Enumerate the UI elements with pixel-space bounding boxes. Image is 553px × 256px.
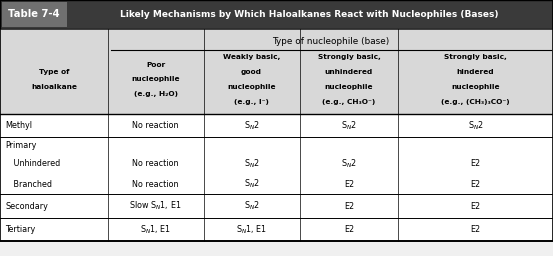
Text: Poor: Poor <box>146 61 165 68</box>
Text: No reaction: No reaction <box>132 159 179 168</box>
Text: Type of nucleophile (base): Type of nucleophile (base) <box>272 37 389 46</box>
Text: Type of: Type of <box>39 69 69 75</box>
Text: S$_N$2: S$_N$2 <box>341 157 357 170</box>
Text: E2: E2 <box>471 179 481 189</box>
Text: (e.g., I⁻): (e.g., I⁻) <box>234 99 269 105</box>
Text: Branched: Branched <box>6 179 51 189</box>
Text: Primary: Primary <box>6 141 37 150</box>
Text: E2: E2 <box>471 159 481 168</box>
Text: E2: E2 <box>471 225 481 234</box>
Text: Likely Mechanisms by Which Haloalkanes React with Nucleophiles (Bases): Likely Mechanisms by Which Haloalkanes R… <box>121 10 499 19</box>
Bar <box>2 2 67 27</box>
Text: No reaction: No reaction <box>132 179 179 189</box>
Text: E2: E2 <box>344 225 354 234</box>
Text: S$_N$2: S$_N$2 <box>244 157 259 170</box>
Text: E2: E2 <box>344 201 354 211</box>
Text: (e.g., CH₃O⁻): (e.g., CH₃O⁻) <box>322 99 375 105</box>
Text: S$_N$2: S$_N$2 <box>341 120 357 132</box>
Text: Strongly basic,: Strongly basic, <box>317 54 380 60</box>
Text: nucleophile: nucleophile <box>227 84 276 90</box>
Text: Table 7-4: Table 7-4 <box>8 9 60 19</box>
Text: nucleophile: nucleophile <box>325 84 373 90</box>
Text: E2: E2 <box>344 179 354 189</box>
Text: S$_N$2: S$_N$2 <box>244 178 259 190</box>
Text: S$_N$1, E1: S$_N$1, E1 <box>140 223 171 236</box>
Text: S$_N$1, E1: S$_N$1, E1 <box>236 223 267 236</box>
Text: haloalkane: haloalkane <box>31 84 77 90</box>
Text: Strongly basic,: Strongly basic, <box>444 54 507 60</box>
Text: Tertiary: Tertiary <box>6 225 36 234</box>
Text: hindered: hindered <box>457 69 494 75</box>
Text: Slow S$_N$1, E1: Slow S$_N$1, E1 <box>129 200 182 212</box>
Bar <box>0 114 553 241</box>
Text: S$_N$2: S$_N$2 <box>244 200 259 212</box>
Bar <box>0 29 553 114</box>
Text: unhindered: unhindered <box>325 69 373 75</box>
Text: Methyl: Methyl <box>6 121 33 130</box>
Text: (e.g., (CH₃)₃CO⁻): (e.g., (CH₃)₃CO⁻) <box>441 99 510 105</box>
Text: good: good <box>241 69 262 75</box>
Text: Weakly basic,: Weakly basic, <box>223 54 280 60</box>
Text: No reaction: No reaction <box>132 121 179 130</box>
Text: E2: E2 <box>471 201 481 211</box>
Bar <box>0 0 553 29</box>
Text: nucleophile: nucleophile <box>132 76 180 82</box>
Text: (e.g., H₂O): (e.g., H₂O) <box>134 91 178 97</box>
Text: S$_N$2: S$_N$2 <box>468 120 483 132</box>
Text: Unhindered: Unhindered <box>6 159 60 168</box>
Text: nucleophile: nucleophile <box>451 84 500 90</box>
Text: Secondary: Secondary <box>6 201 49 211</box>
Text: S$_N$2: S$_N$2 <box>244 120 259 132</box>
